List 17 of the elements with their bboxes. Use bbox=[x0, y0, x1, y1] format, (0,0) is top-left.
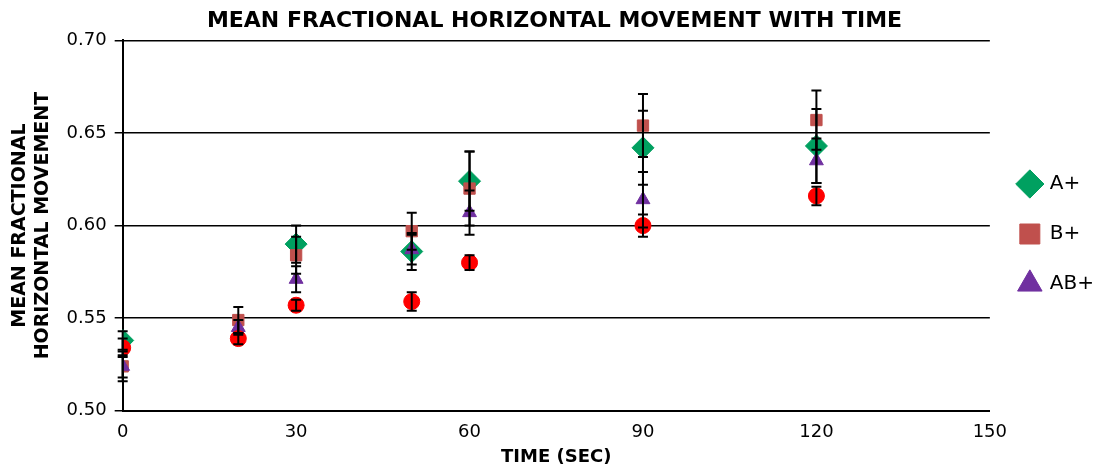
legend-label: B+ bbox=[1049, 220, 1081, 245]
y-tick-label: 0.50 bbox=[66, 398, 107, 420]
x-tick-label: 150 bbox=[972, 420, 1008, 442]
x-tick-label: 120 bbox=[799, 420, 834, 442]
y-tick-label: 0.60 bbox=[66, 213, 107, 235]
y-tick-label: 0.55 bbox=[66, 305, 107, 327]
x-tick-label: 60 bbox=[458, 420, 481, 442]
y-axis-title: MEAN FRACTIONAL HORIZONTAL MOVEMENT bbox=[7, 91, 53, 360]
chart-title: MEAN FRACTIONAL HORIZONTAL MOVEMENT WITH TIME bbox=[206, 6, 903, 32]
legend-label: A+ bbox=[1049, 170, 1081, 195]
x-tick-label: 0 bbox=[116, 420, 129, 442]
x-axis-title: TIME (SEC) bbox=[501, 444, 612, 466]
x-tick-label: 90 bbox=[631, 420, 655, 442]
y-tick-label: 0.70 bbox=[66, 28, 107, 50]
x-tick-label: 30 bbox=[284, 420, 308, 442]
legend-label: AB+ bbox=[1049, 270, 1095, 295]
y-tick-label: 0.65 bbox=[66, 120, 107, 142]
